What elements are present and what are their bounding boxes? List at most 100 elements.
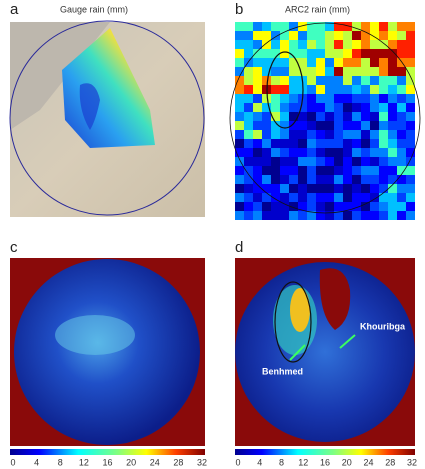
rain-cell (334, 49, 343, 58)
rain-cell (289, 76, 298, 85)
rain-cell (388, 112, 397, 121)
rain-cell (334, 94, 343, 103)
rain-cell (289, 166, 298, 175)
rain-cell (289, 40, 298, 49)
rain-cell (406, 67, 415, 76)
colorbar-tick-label: 16 (102, 457, 112, 467)
rain-cell (280, 58, 289, 67)
rain-cell (298, 31, 307, 40)
rain-cell (379, 121, 388, 130)
rain-cell (307, 76, 316, 85)
rain-cell (253, 85, 262, 94)
rain-cell (280, 130, 289, 139)
rain-cell (406, 202, 415, 211)
panel-title: Gauge rain (mm) (60, 4, 128, 14)
rain-cell (361, 202, 370, 211)
rain-cell (388, 22, 397, 31)
rain-cell (271, 22, 280, 31)
rain-cell (388, 211, 397, 220)
rain-cell (397, 202, 406, 211)
rain-cell (325, 148, 334, 157)
panel-title: Adjusted QPE (mm) (285, 242, 365, 252)
rain-cell (262, 22, 271, 31)
rain-cell (361, 157, 370, 166)
rain-cell (316, 121, 325, 130)
rain-cell (280, 85, 289, 94)
rain-cell (343, 31, 352, 40)
rain-cell (379, 211, 388, 220)
rain-cell (334, 103, 343, 112)
rain-cell (253, 31, 262, 40)
annotation: Benhmed (262, 366, 303, 376)
rain-cell (307, 112, 316, 121)
rain-cell (370, 166, 379, 175)
rain-cell (316, 49, 325, 58)
rain-cell (352, 31, 361, 40)
rain-cell (397, 130, 406, 139)
rain-cell (370, 58, 379, 67)
rain-cell (379, 166, 388, 175)
rain-cell (361, 94, 370, 103)
rain-cell (244, 175, 253, 184)
rain-cell (244, 139, 253, 148)
rain-cell (325, 103, 334, 112)
rain-cell (235, 103, 244, 112)
colorbar-tick-label: 12 (79, 457, 89, 467)
rain-cell (397, 85, 406, 94)
rain-cell (370, 67, 379, 76)
rain-cell (307, 58, 316, 67)
rain-cell (343, 184, 352, 193)
rain-cell (307, 157, 316, 166)
rain-cell (361, 112, 370, 121)
colorbar-tick-label: 0 (10, 457, 15, 467)
rain-cell (316, 67, 325, 76)
rain-cell (325, 67, 334, 76)
rain-cell (262, 157, 271, 166)
rain-cell (379, 58, 388, 67)
rain-cell (298, 166, 307, 175)
rain-cell (262, 58, 271, 67)
rain-cell (397, 31, 406, 40)
rain-cell (235, 166, 244, 175)
panel-letter: c (10, 239, 18, 256)
rain-cell (334, 157, 343, 166)
rain-cell (406, 175, 415, 184)
rain-cell (235, 31, 244, 40)
rain-cell (244, 22, 253, 31)
rain-cell (280, 49, 289, 58)
rain-cell (307, 40, 316, 49)
rain-cell (379, 31, 388, 40)
rain-cell (361, 130, 370, 139)
rain-cell (316, 193, 325, 202)
rain-cell (361, 166, 370, 175)
rain-cell (388, 130, 397, 139)
rain-cell (370, 139, 379, 148)
rain-cell (325, 76, 334, 85)
rain-cell (325, 184, 334, 193)
rain-cell (379, 40, 388, 49)
rain-cell (289, 31, 298, 40)
rain-cell (352, 58, 361, 67)
rain-cell (397, 175, 406, 184)
rain-cell (397, 157, 406, 166)
rain-cell (289, 121, 298, 130)
colorbar-tick-label: 32 (407, 457, 417, 467)
rain-cell (334, 76, 343, 85)
rain-cell (361, 22, 370, 31)
panel-d (235, 258, 415, 446)
rain-cell (253, 202, 262, 211)
rain-cell (298, 40, 307, 49)
rain-cell (397, 184, 406, 193)
rain-cell (316, 184, 325, 193)
rain-cell (370, 130, 379, 139)
rain-cell (334, 139, 343, 148)
rain-cell (325, 157, 334, 166)
rain-cell (325, 121, 334, 130)
rain-cell (244, 184, 253, 193)
rain-cell (370, 121, 379, 130)
rain-cell (343, 85, 352, 94)
rain-cell (334, 184, 343, 193)
rain-cell (325, 175, 334, 184)
rain-cell (325, 139, 334, 148)
rain-cell (352, 49, 361, 58)
